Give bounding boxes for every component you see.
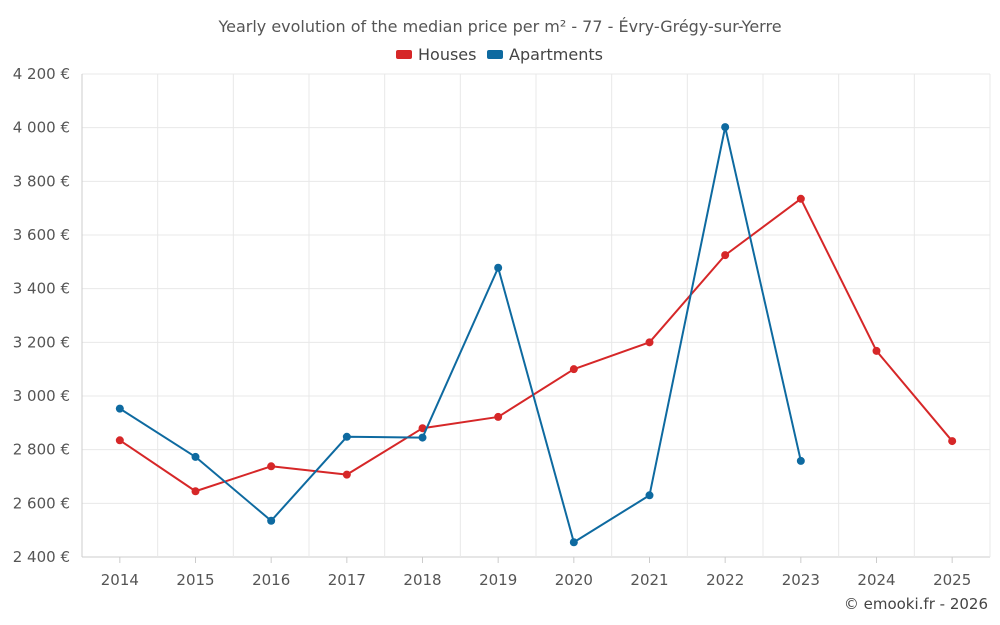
x-tick-label: 2024 bbox=[857, 571, 895, 589]
data-point-houses[interactable] bbox=[418, 424, 427, 433]
y-tick-label: 4 000 € bbox=[13, 119, 70, 137]
series-line-apartments bbox=[119, 126, 802, 544]
x-tick-label: 2017 bbox=[328, 571, 366, 589]
data-point-apartments[interactable] bbox=[645, 491, 654, 500]
y-tick-label: 3 600 € bbox=[13, 226, 70, 244]
y-tick-label: 2 400 € bbox=[13, 548, 70, 566]
x-tick-label: 2023 bbox=[782, 571, 820, 589]
data-point-houses[interactable] bbox=[721, 251, 730, 260]
x-tick-label: 2022 bbox=[706, 571, 744, 589]
data-point-houses[interactable] bbox=[267, 462, 276, 471]
legend-label-houses: Houses bbox=[418, 45, 476, 64]
data-point-apartments[interactable] bbox=[569, 538, 578, 547]
x-tick-label: 2015 bbox=[176, 571, 214, 589]
data-point-apartments[interactable] bbox=[796, 456, 805, 465]
data-point-houses[interactable] bbox=[494, 412, 503, 421]
legend-item-apartments[interactable]: Apartments bbox=[487, 45, 603, 64]
data-point-apartments[interactable] bbox=[418, 433, 427, 442]
series-layer bbox=[115, 123, 957, 547]
data-point-apartments[interactable] bbox=[267, 516, 276, 525]
y-tick-label: 2 600 € bbox=[13, 494, 70, 512]
x-tick-label: 2025 bbox=[933, 571, 971, 589]
data-point-apartments[interactable] bbox=[342, 432, 351, 441]
chart-title: Yearly evolution of the median price per… bbox=[217, 17, 781, 36]
data-point-houses[interactable] bbox=[796, 194, 805, 203]
x-tick-label: 2019 bbox=[479, 571, 517, 589]
grid bbox=[81, 73, 991, 558]
series-apartments bbox=[115, 123, 805, 547]
data-point-houses[interactable] bbox=[115, 436, 124, 445]
x-tick-label: 2020 bbox=[555, 571, 593, 589]
data-point-houses[interactable] bbox=[342, 470, 351, 479]
data-point-houses[interactable] bbox=[569, 365, 578, 374]
legend-swatch-houses bbox=[396, 50, 412, 59]
legend-label-apartments: Apartments bbox=[509, 45, 603, 64]
y-axis: 2 400 € 2 600 € 2 800 € 3 000 € 3 200 € 3 400… bbox=[13, 65, 70, 566]
series-houses bbox=[115, 194, 957, 496]
x-tick-label: 2018 bbox=[403, 571, 441, 589]
y-tick-label: 4 200 € bbox=[13, 65, 70, 83]
data-point-houses[interactable] bbox=[872, 346, 881, 355]
y-tick-label: 3 000 € bbox=[13, 387, 70, 405]
legend[interactable]: Houses Apartments bbox=[396, 45, 603, 64]
x-tick-label: 2016 bbox=[252, 571, 290, 589]
data-point-apartments[interactable] bbox=[115, 404, 124, 413]
data-point-apartments[interactable] bbox=[494, 263, 503, 272]
data-point-houses[interactable] bbox=[645, 338, 654, 347]
data-point-houses[interactable] bbox=[948, 437, 957, 446]
legend-item-houses[interactable]: Houses bbox=[396, 45, 476, 64]
x-tick-label: 2014 bbox=[101, 571, 139, 589]
y-tick-label: 2 800 € bbox=[13, 441, 70, 459]
x-tick-label: 2021 bbox=[630, 571, 668, 589]
data-point-apartments[interactable] bbox=[191, 452, 200, 461]
data-point-houses[interactable] bbox=[191, 487, 200, 496]
y-tick-label: 3 400 € bbox=[13, 280, 70, 298]
x-axis: 2014 2015 2016 2017 2018 2019 2020 2021 2022 2023… bbox=[101, 557, 971, 589]
y-tick-label: 3 200 € bbox=[13, 333, 70, 351]
credit-text: © emooki.fr - 2026 bbox=[844, 595, 988, 613]
y-tick-label: 3 800 € bbox=[13, 172, 70, 190]
legend-swatch-apartments bbox=[487, 50, 503, 59]
data-point-apartments[interactable] bbox=[721, 123, 730, 132]
series-line-houses bbox=[119, 197, 953, 493]
